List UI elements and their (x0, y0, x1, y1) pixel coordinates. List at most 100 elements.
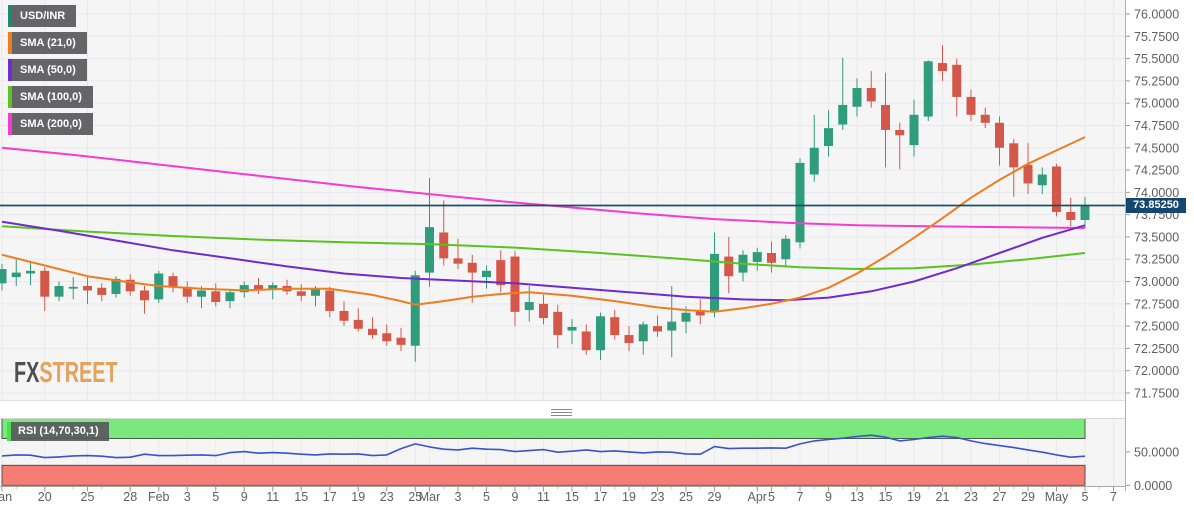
candle-down (1066, 211, 1076, 220)
candle-down (1023, 164, 1033, 184)
time-axis-label: 9 (241, 490, 248, 504)
rsi-oversold-band (1, 464, 1086, 486)
candle-down (553, 311, 563, 336)
price-axis-label: 72.7500 (1134, 297, 1179, 311)
price-axis-label: 73.5000 (1134, 230, 1179, 244)
time-axis-label: 5 (1082, 490, 1089, 504)
candle-up (795, 162, 805, 243)
sma200-line (1, 146, 1086, 229)
candle-down (866, 88, 876, 102)
legend-color-bar (8, 86, 12, 108)
time-axis-label: Feb (148, 490, 170, 504)
candle-down (339, 310, 349, 321)
candle-down (182, 286, 192, 297)
candle-up (26, 270, 35, 274)
price-axis-label: 72.2500 (1134, 342, 1179, 356)
candle-up (567, 327, 577, 331)
candle-down (938, 63, 947, 72)
time-axis-label: 21 (936, 490, 950, 504)
candle-down (1009, 143, 1019, 168)
time-axis-label: 23 (651, 490, 665, 504)
candle-down (296, 291, 306, 296)
time-axis-label: 25 (408, 490, 422, 504)
candle-down (211, 291, 221, 303)
sma100-line (1, 225, 1086, 270)
current-price-badge: 73.85250 (1126, 198, 1186, 213)
time-axis-label: 3 (184, 490, 191, 504)
rsi-indicator-label[interactable]: RSI (14,70,30,1) (7, 422, 109, 441)
candle-down (624, 335, 634, 344)
candle-down (980, 114, 990, 123)
time-axis-label: 20 (38, 490, 52, 504)
time-axis-label: 15 (565, 490, 579, 504)
candle-up (824, 128, 833, 146)
legend-color-bar (8, 113, 12, 135)
time-axis[interactable] (0, 487, 1125, 513)
price-axis[interactable] (1125, 0, 1194, 486)
fxstreet-logo-street: STREET (39, 356, 118, 389)
candle-up (239, 285, 249, 293)
candle-up (425, 227, 434, 273)
candle-down (653, 326, 662, 332)
time-axis-label: 5 (483, 490, 490, 504)
time-axis-label: 23 (380, 490, 394, 504)
pane-resize-handle[interactable] (551, 409, 572, 417)
candle-down (895, 129, 905, 136)
time-axis-label: 28 (123, 490, 137, 504)
time-axis-label: 9 (512, 490, 519, 504)
candle-up (111, 278, 121, 295)
candle-down (952, 64, 962, 97)
candle-down (125, 279, 135, 292)
candle-up (752, 252, 762, 262)
time-axis-label: 7 (797, 490, 804, 504)
candle-down (467, 262, 477, 273)
price-axis-label: 74.2500 (1134, 164, 1179, 178)
candle-down (995, 122, 1004, 148)
rsi-overbought-band (1, 418, 1086, 439)
candle-up (311, 289, 320, 296)
candle-up (638, 324, 648, 342)
time-axis-label: 9 (825, 490, 832, 504)
time-axis-label: 15 (294, 490, 308, 504)
candle-up (225, 292, 235, 302)
time-axis-label: 25 (679, 490, 693, 504)
time-axis-label: 19 (907, 490, 921, 504)
legend-item-usd-inr[interactable]: USD/INR (8, 5, 77, 27)
candle-up (524, 302, 534, 311)
legend-item-sma-200-0[interactable]: SMA (200,0) (8, 113, 93, 135)
candle-down (97, 287, 107, 295)
time-axis-label: Mar (419, 490, 441, 504)
legend-item-sma-21-0[interactable]: SMA (21,0) (8, 32, 87, 54)
candle-down (767, 252, 776, 263)
time-axis-label: 5 (768, 490, 775, 504)
candle-down (382, 333, 392, 342)
fxstreet-logo-fx: FX (14, 356, 40, 389)
time-axis-label: 29 (708, 490, 722, 504)
legend-label: SMA (200,0) (20, 118, 82, 130)
price-axis-label: 75.5000 (1134, 52, 1179, 66)
time-axis-label: May (1045, 490, 1069, 504)
price-axis-label: 75.0000 (1134, 97, 1179, 111)
candle-up (1080, 205, 1090, 220)
legend-item-sma-50-0[interactable]: SMA (50,0) (8, 59, 87, 81)
price-axis-label: 72.5000 (1134, 320, 1179, 334)
price-axis-label: 73.2500 (1134, 253, 1179, 267)
candle-down (168, 276, 178, 287)
candle-up (909, 114, 919, 146)
candle-up (410, 275, 420, 346)
candle-up (482, 270, 491, 278)
candle-down (496, 260, 506, 286)
candle-down (325, 290, 335, 311)
candle-down (724, 256, 734, 277)
time-axis-label: 11 (537, 490, 550, 504)
time-axis-label: 23 (964, 490, 978, 504)
legend-label: USD/INR (20, 10, 66, 22)
candle-down (353, 319, 363, 329)
candle-up (852, 88, 862, 107)
rsi-axis-label: 50.0000 (1134, 445, 1179, 459)
candle-down (396, 337, 406, 345)
time-axis-label: 7 (1110, 490, 1117, 504)
legend-item-sma-100-0[interactable]: SMA (100,0) (8, 86, 93, 108)
